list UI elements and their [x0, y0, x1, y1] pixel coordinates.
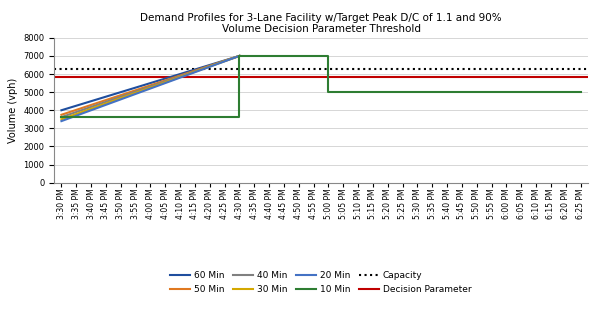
Y-axis label: Volume (vph): Volume (vph) — [8, 77, 17, 143]
Legend: 60 Min, 50 Min, 40 Min, 30 Min, 20 Min, 10 Min, Capacity, Decision Parameter: 60 Min, 50 Min, 40 Min, 30 Min, 20 Min, … — [170, 271, 472, 294]
Title: Demand Profiles for 3-Lane Facility w/Target Peak D/C of 1.1 and 90%
Volume Deci: Demand Profiles for 3-Lane Facility w/Ta… — [140, 13, 502, 34]
